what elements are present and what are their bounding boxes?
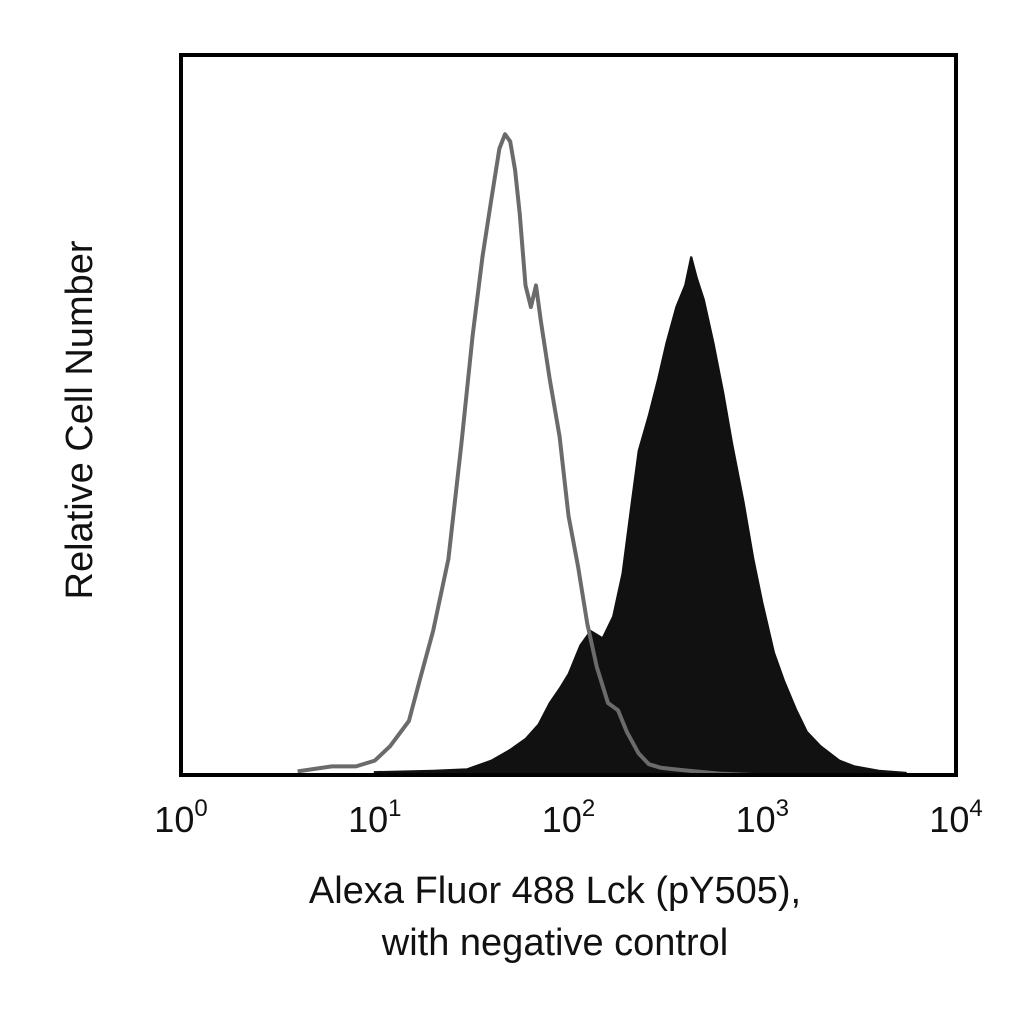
x-tick-label: 102 (542, 795, 595, 840)
stained-histogram (373, 256, 907, 776)
x-axis-title-line-1: Alexa Fluor 488 Lck (pY505), (309, 870, 801, 912)
y-axis-title: Relative Cell Number (59, 240, 101, 599)
series-layer (297, 132, 907, 777)
x-tick-label: 104 (929, 795, 982, 840)
x-tick-label: 100 (154, 795, 207, 840)
negative-control-histogram (297, 132, 754, 777)
x-tick-labels: 100 101 102 103 104 (154, 795, 982, 840)
x-axis-title-line-2: with negative control (381, 922, 728, 964)
x-tick-label: 103 (736, 795, 789, 840)
x-tick-label: 101 (348, 795, 401, 840)
plot-frame (179, 53, 958, 777)
